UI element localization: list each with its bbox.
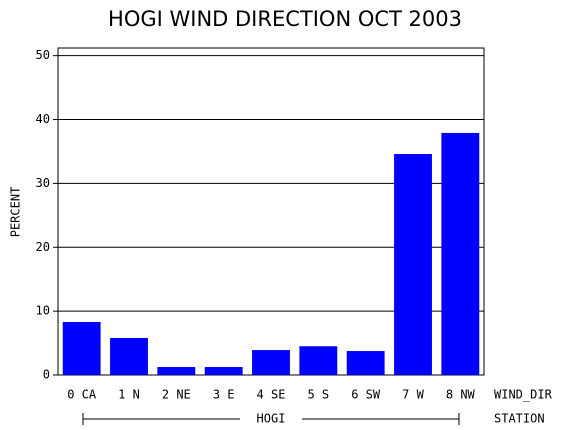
- x-tick-label: 3 E: [213, 388, 235, 402]
- x-tick-label: 4 SE: [257, 388, 286, 402]
- x-tick-label: 8 NW: [446, 388, 476, 402]
- group-label: STATION: [494, 412, 545, 426]
- x-tick-label: 2 NE: [162, 388, 191, 402]
- y-tick-label: 10: [36, 304, 50, 318]
- bar: [299, 346, 338, 375]
- bar: [157, 367, 196, 375]
- x-tick-label: 6 SW: [351, 388, 381, 402]
- bar: [441, 132, 480, 375]
- chart-title: HOGI WIND DIRECTION OCT 2003: [108, 7, 462, 31]
- bar: [110, 337, 148, 375]
- x-tick-label: 7 W: [402, 388, 424, 402]
- group-name: HOGI: [257, 412, 286, 426]
- x-axis-label: WIND_DIR: [494, 388, 553, 402]
- x-tick-label: 5 S: [307, 388, 329, 402]
- bar: [252, 350, 290, 375]
- bar: [346, 351, 385, 375]
- y-tick-label: 0: [43, 368, 50, 382]
- bar: [394, 154, 432, 375]
- y-tick-label: 20: [36, 240, 50, 254]
- y-axis-label: PERCENT: [9, 187, 23, 238]
- y-tick-label: 50: [36, 48, 50, 62]
- bar: [62, 321, 101, 375]
- x-tick-label: 1 N: [118, 388, 140, 402]
- y-tick-label: 30: [36, 176, 50, 190]
- x-tick-label: 0 CA: [67, 388, 97, 402]
- y-tick-label: 40: [36, 112, 50, 126]
- bar: [204, 367, 243, 375]
